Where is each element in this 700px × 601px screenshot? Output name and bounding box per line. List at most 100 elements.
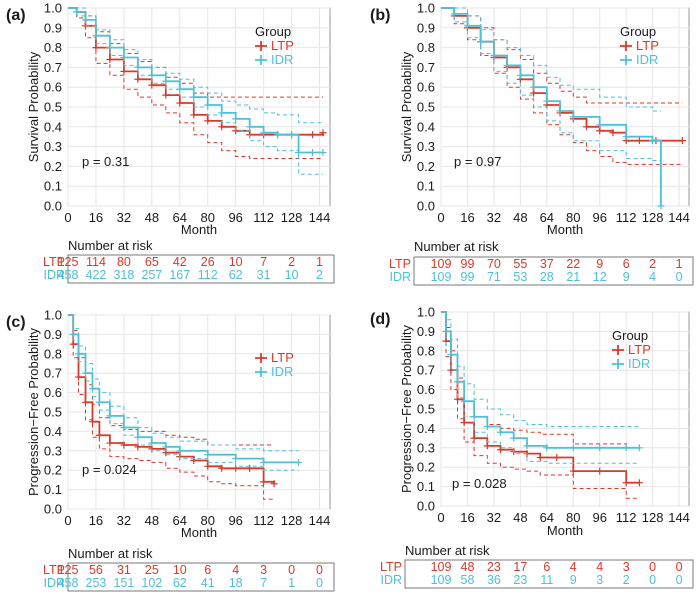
risk-count: 22 <box>566 257 580 271</box>
legend-key-idr <box>255 367 267 377</box>
legend-label: IDR <box>271 364 293 379</box>
censor-mark-idr <box>120 424 128 432</box>
risk-count: 6 <box>623 257 630 271</box>
risk-count: 109 <box>431 270 452 284</box>
legend-title: Group <box>620 24 656 39</box>
censor-mark-ltp <box>536 454 544 461</box>
y-axis-label: Survival Probability <box>26 51 41 162</box>
risk-count: 2 <box>623 573 630 587</box>
legend-key-ltp <box>255 353 267 363</box>
y-tick-label: 0.5 <box>417 100 435 115</box>
censor-mark-idr <box>120 54 128 61</box>
censor-mark-idr <box>260 129 268 137</box>
censor-mark-ltp <box>596 127 604 135</box>
x-tick-label: 32 <box>117 513 131 528</box>
y-tick-label: 0.7 <box>44 366 62 381</box>
censor-mark-ltp <box>204 462 212 470</box>
risk-count: 257 <box>141 268 162 282</box>
censor-mark-idr <box>470 413 478 421</box>
risk-row-label: IDR <box>43 576 65 590</box>
risk-count: 4 <box>596 560 603 574</box>
legend-title: Group <box>255 24 291 39</box>
risk-count: 0 <box>288 563 295 577</box>
risk-count: 253 <box>86 576 107 590</box>
y-tick-label: 0.1 <box>417 179 435 194</box>
risk-count: 4 <box>649 270 656 284</box>
censor-mark-ltp <box>582 123 590 131</box>
censor-mark-ltp <box>120 67 128 75</box>
censor-mark-idr <box>447 351 455 359</box>
x-tick-label: 96 <box>228 210 242 225</box>
x-tick-label: 112 <box>253 513 274 528</box>
censor-mark-idr <box>204 451 212 459</box>
ci-lower-idr <box>68 7 323 175</box>
legend-label: LTP <box>271 350 294 365</box>
legend-label: IDR <box>628 356 650 371</box>
risk-count: 31 <box>117 563 131 577</box>
risk-count: 7 <box>260 576 267 590</box>
censor-mark-ltp <box>319 129 327 137</box>
risk-count: 41 <box>201 576 215 590</box>
censor-mark-idr <box>460 397 468 405</box>
risk-count: 109 <box>431 560 452 574</box>
censor-mark-ltp <box>260 478 268 486</box>
p-value: p = 0.97 <box>454 154 501 169</box>
censor-mark-ltp <box>470 434 478 442</box>
censor-mark-idr <box>295 458 303 466</box>
risk-count: 23 <box>513 573 527 587</box>
censor-mark-idr <box>530 83 538 91</box>
ci-upper-idr <box>68 7 323 124</box>
risk-count: 18 <box>229 576 243 590</box>
risk-count: 80 <box>117 255 131 269</box>
censor-mark-ltp <box>569 467 577 475</box>
y-tick-label: 0.8 <box>417 343 435 358</box>
x-tick-label: 128 <box>642 210 664 225</box>
censor-mark-idr <box>88 385 96 393</box>
x-tick-label: 128 <box>281 513 303 528</box>
censor-mark-idr <box>176 85 184 93</box>
risk-count: 4 <box>232 563 239 577</box>
risk-count: 10 <box>173 563 187 577</box>
y-tick-label: 0.6 <box>44 80 62 95</box>
panel-tag: (b) <box>370 7 390 24</box>
y-tick-label: 0.2 <box>44 159 62 174</box>
risk-count: 1 <box>288 576 295 590</box>
censor-mark-idr <box>81 369 89 377</box>
censor-mark-ltp <box>530 89 538 97</box>
risk-count: 125 <box>58 255 79 269</box>
km-panel-0: (a) 0.0 0.1 0.2 0.3 0.4 0.5 0.6 0.7 0.8 0.9 1.0 0 16 3… <box>6 1 335 284</box>
censor-mark-ltp <box>635 479 643 487</box>
censor-mark-idr <box>73 8 81 16</box>
risk-count: 12 <box>593 270 607 284</box>
censor-mark-ltp <box>176 99 184 107</box>
risk-row-label: LTP <box>389 257 411 271</box>
x-tick-label: 96 <box>228 513 242 528</box>
x-tick-label: 32 <box>117 210 131 225</box>
censor-mark-ltp <box>204 117 212 125</box>
y-tick-label: 0.2 <box>44 463 62 478</box>
risk-row-label: IDR <box>389 270 411 284</box>
censor-mark-idr <box>232 455 240 463</box>
y-tick-label: 0.6 <box>44 385 62 400</box>
risk-count: 318 <box>113 268 134 282</box>
series-line-idr <box>68 314 299 464</box>
censor-mark-ltp <box>270 480 278 488</box>
km-panel-1: (b)0.00.10.20.30.40.50.60.70.80.91.00 16 3… <box>370 1 694 286</box>
censor-mark-idr <box>490 52 498 60</box>
legend-label: LTP <box>636 38 659 53</box>
x-tick-label: 64 <box>540 210 554 225</box>
risk-count: 4 <box>570 560 577 574</box>
censor-mark-ltp <box>162 91 170 99</box>
ci-upper-ltp <box>441 7 683 104</box>
ci-upper-idr <box>441 7 661 112</box>
y-tick-label: 0.3 <box>417 139 435 154</box>
risk-count: 3 <box>260 563 267 577</box>
y-tick-label: 1.0 <box>417 1 435 16</box>
censor-mark-idr <box>232 115 240 123</box>
censor-mark-idr <box>635 444 643 452</box>
y-tick-label: 0.7 <box>417 60 435 75</box>
x-tick-label: 48 <box>513 210 527 225</box>
censor-mark-idr <box>69 330 77 338</box>
censor-mark-ltp <box>69 340 77 348</box>
censor-mark-idr <box>260 458 268 466</box>
